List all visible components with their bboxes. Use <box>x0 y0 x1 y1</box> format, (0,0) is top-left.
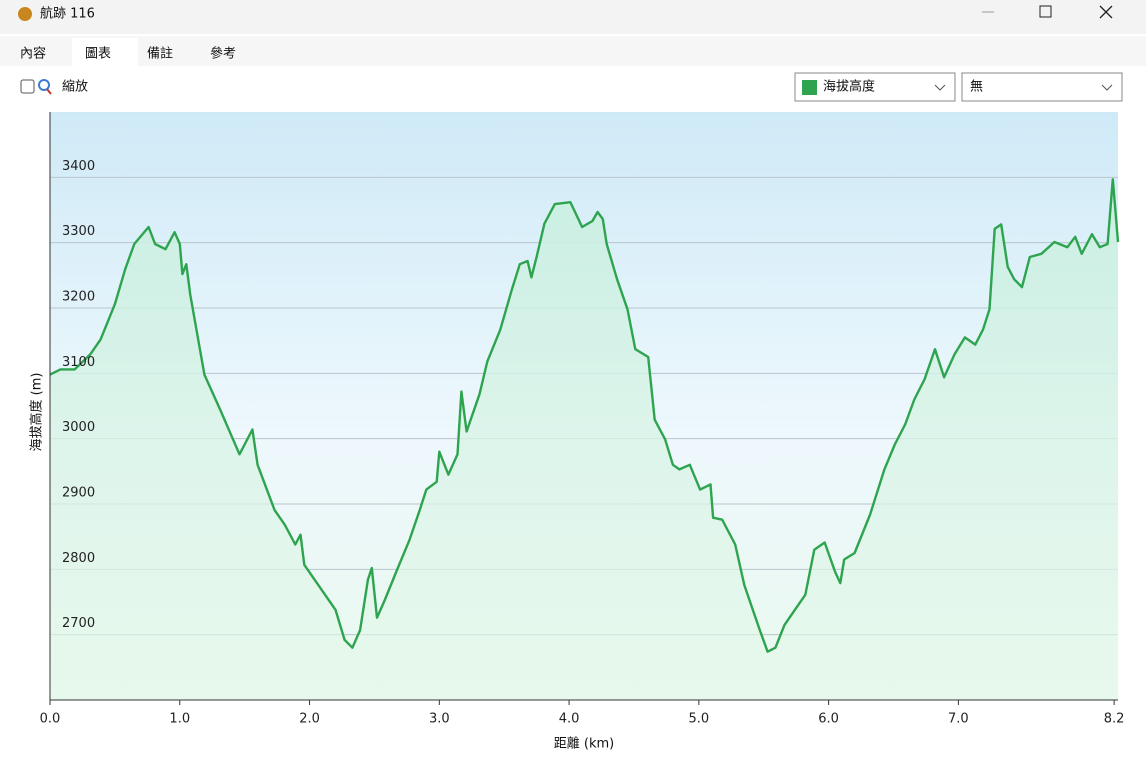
x-tick-label: 4.0 <box>559 712 580 727</box>
x-tick-label: 1.0 <box>169 712 190 727</box>
x-tick-label: 0.0 <box>40 712 61 727</box>
y-tick-label: 2700 <box>62 616 95 631</box>
line <box>49 178 1120 653</box>
app-icon <box>18 7 32 21</box>
tab[interactable]: 內容 <box>20 46 46 62</box>
dropdown-arrow <box>1101 84 1113 91</box>
tab[interactable]: 圖表 <box>85 47 111 62</box>
y-tick-label: 3300 <box>62 224 95 239</box>
y-tick-label: 2900 <box>62 486 95 501</box>
dropdown-arrow <box>934 84 946 91</box>
maximize-button[interactable] <box>1039 5 1052 18</box>
y-axis-title: 海拔高度 (m) <box>29 373 45 452</box>
y-tick-label: 2800 <box>62 551 95 566</box>
x-axis-title: 距離 (km) <box>554 737 614 752</box>
zoom-icon-handle <box>46 88 52 95</box>
x-tick-label: 6.0 <box>818 712 839 727</box>
x-tick-label: 7.0 <box>948 712 969 727</box>
plot <box>49 176 1120 701</box>
active-tab-bg <box>72 38 138 66</box>
y-tick-label: 3000 <box>62 420 95 435</box>
second-select[interactable] <box>961 72 1123 102</box>
window-title: 航跡 116 <box>40 6 95 22</box>
close-button[interactable] <box>1099 5 1113 19</box>
y-tick-label: 3100 <box>62 355 95 370</box>
title-bar <box>0 0 1146 34</box>
area <box>50 179 1118 701</box>
second-select-label[interactable]: 無 <box>970 80 983 95</box>
x-tick-label: 2.0 <box>299 712 320 727</box>
tab[interactable]: 備註 <box>147 46 173 62</box>
series-select[interactable] <box>794 72 956 102</box>
zoom-icon <box>38 79 50 91</box>
x-tick-label: 5.0 <box>689 712 710 727</box>
tab[interactable]: 參考 <box>210 47 236 62</box>
x-tick-label: 3.0 <box>429 712 450 727</box>
zoom-label[interactable]: 縮放 <box>62 79 88 95</box>
zoom-checkbox[interactable] <box>20 79 35 94</box>
tab-bar <box>0 36 1146 66</box>
y-tick-label: 3200 <box>62 290 95 305</box>
series-select-label[interactable]: 海拔高度 <box>823 79 875 95</box>
series-swatch <box>802 80 817 95</box>
y-tick-label: 3400 <box>62 159 95 174</box>
x-tick-label: 8.2 <box>1104 712 1125 727</box>
